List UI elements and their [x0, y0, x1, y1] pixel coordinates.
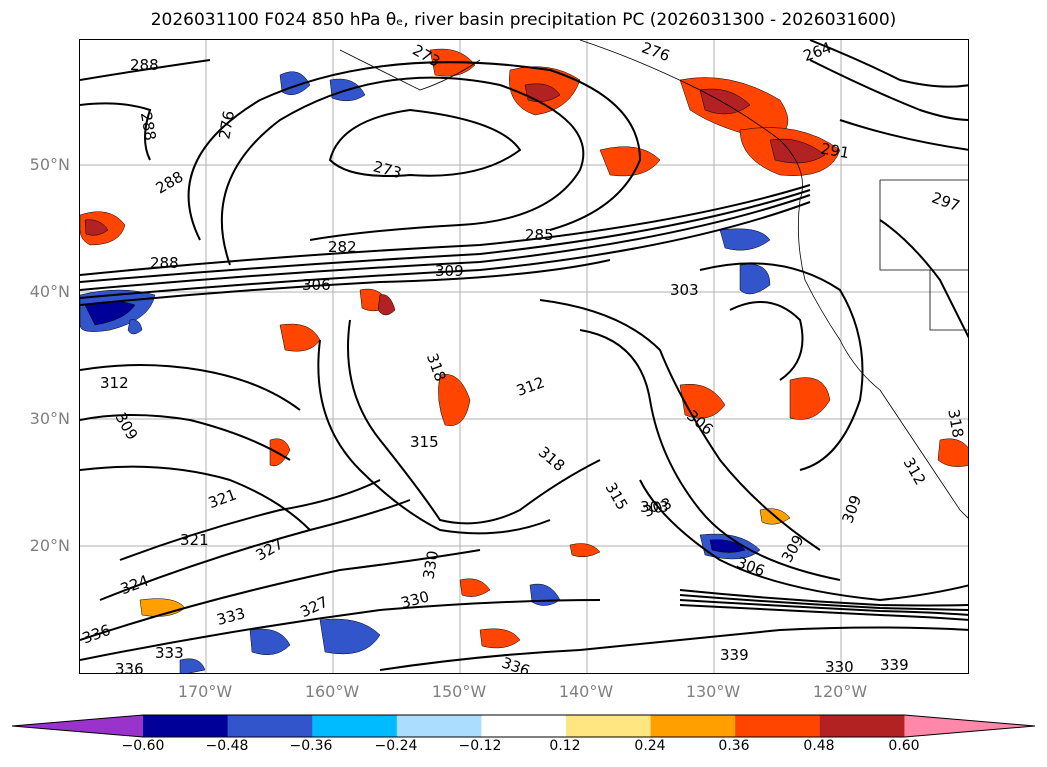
map-title: 2026031100 F024 850 hPa θₑ, river basin …: [150, 10, 897, 30]
contour-label: 312: [900, 454, 930, 488]
contour-label: 285: [525, 226, 554, 244]
contour-label: 309: [435, 262, 464, 280]
colorbar-tick: −0.36: [289, 738, 333, 754]
colorbar-bin: [312, 715, 398, 737]
colorbar-tick: 0.24: [634, 738, 666, 754]
contour-label: 318: [944, 408, 967, 439]
contour-label: 276: [215, 109, 238, 140]
contour-label: 288: [150, 254, 179, 272]
contour-label: 318: [535, 443, 569, 475]
contour-label: 273: [371, 157, 403, 182]
contour-label: 303: [640, 498, 669, 516]
contour-label: 306: [734, 553, 767, 580]
colorbar-tick: 0.36: [718, 738, 750, 754]
colorbar-bin: [735, 715, 821, 737]
contour-label: 312: [514, 373, 547, 400]
map-canvas: 288 288 276 273 288 282 288 306 309 285 …: [80, 40, 968, 674]
contour-label: 321: [180, 531, 209, 549]
contour-label: 339: [880, 656, 909, 674]
contour-label: 291: [819, 139, 850, 162]
lon-label-160w: 160°W: [304, 682, 360, 701]
colorbar-bin: [650, 715, 736, 737]
contour-label: 315: [602, 479, 632, 513]
colorbar-cells: [11, 714, 1036, 738]
contour-label: 315: [410, 433, 439, 451]
colorbar-extend-max: [904, 715, 1035, 737]
colorbar-bin: [227, 715, 313, 737]
colorbar-bin: [819, 715, 905, 737]
contour-label: 330: [399, 587, 431, 612]
contour-label: 318: [423, 351, 450, 384]
contour-label: 339: [720, 646, 749, 664]
colorbar-bin: [143, 715, 229, 737]
theta-e-contours: [80, 40, 968, 671]
contour-label: 321: [206, 485, 239, 512]
contour-label: 276: [639, 40, 672, 65]
colorbar-bin: [481, 715, 567, 737]
colorbar-tick: −0.60: [121, 738, 165, 754]
lon-label-150w: 150°W: [431, 682, 487, 701]
lat-label-50n: 50°N: [29, 155, 70, 174]
lat-label-20n: 20°N: [29, 536, 70, 555]
lat-label-30n: 30°N: [29, 409, 70, 428]
contour-label: 288: [153, 168, 187, 198]
contour-label: 336: [80, 621, 113, 648]
colorbar-bin: [566, 715, 652, 737]
colorbar-tick: −0.48: [205, 738, 249, 754]
contour-label: 333: [155, 644, 184, 662]
contour-label: 288: [137, 111, 160, 142]
colorbar-bin: [396, 715, 482, 737]
contour-label: 288: [130, 56, 159, 74]
lon-label-120w: 120°W: [812, 682, 868, 701]
contour-label: 309: [778, 532, 808, 566]
precip-negative-areas: [80, 71, 771, 673]
contour-label: 330: [825, 658, 854, 674]
lon-label-140w: 140°W: [558, 682, 614, 701]
contour-label: 312: [100, 374, 129, 392]
contour-label: 282: [328, 238, 357, 256]
colorbar-tick: −0.24: [374, 738, 418, 754]
colorbar-outline: [11, 714, 1036, 738]
contour-label: 336: [115, 660, 144, 674]
colorbar-tick: 0.48: [803, 738, 835, 754]
map-panel: 288 288 276 273 288 282 288 306 309 285 …: [79, 39, 969, 674]
colorbar-tick: −0.12: [458, 738, 502, 754]
colorbar-tick: 0.60: [888, 738, 920, 754]
contour-label: 324: [118, 571, 151, 598]
colorbar: [11, 714, 1036, 738]
colorbar-tick: 0.12: [549, 738, 581, 754]
lon-label-130w: 130°W: [685, 682, 741, 701]
contour-label: 309: [838, 493, 865, 526]
lon-label-170w: 170°W: [177, 682, 233, 701]
contour-label: 303: [670, 281, 699, 299]
contour-label: 306: [302, 276, 331, 294]
contour-label: 264: [801, 40, 834, 65]
contour-label: 333: [215, 604, 247, 629]
contour-label: 297: [929, 188, 962, 215]
contour-label: 336: [499, 653, 532, 674]
colorbar-extend-min: [12, 715, 143, 737]
contour-label: 330: [419, 549, 442, 580]
lat-label-40n: 40°N: [29, 282, 70, 301]
